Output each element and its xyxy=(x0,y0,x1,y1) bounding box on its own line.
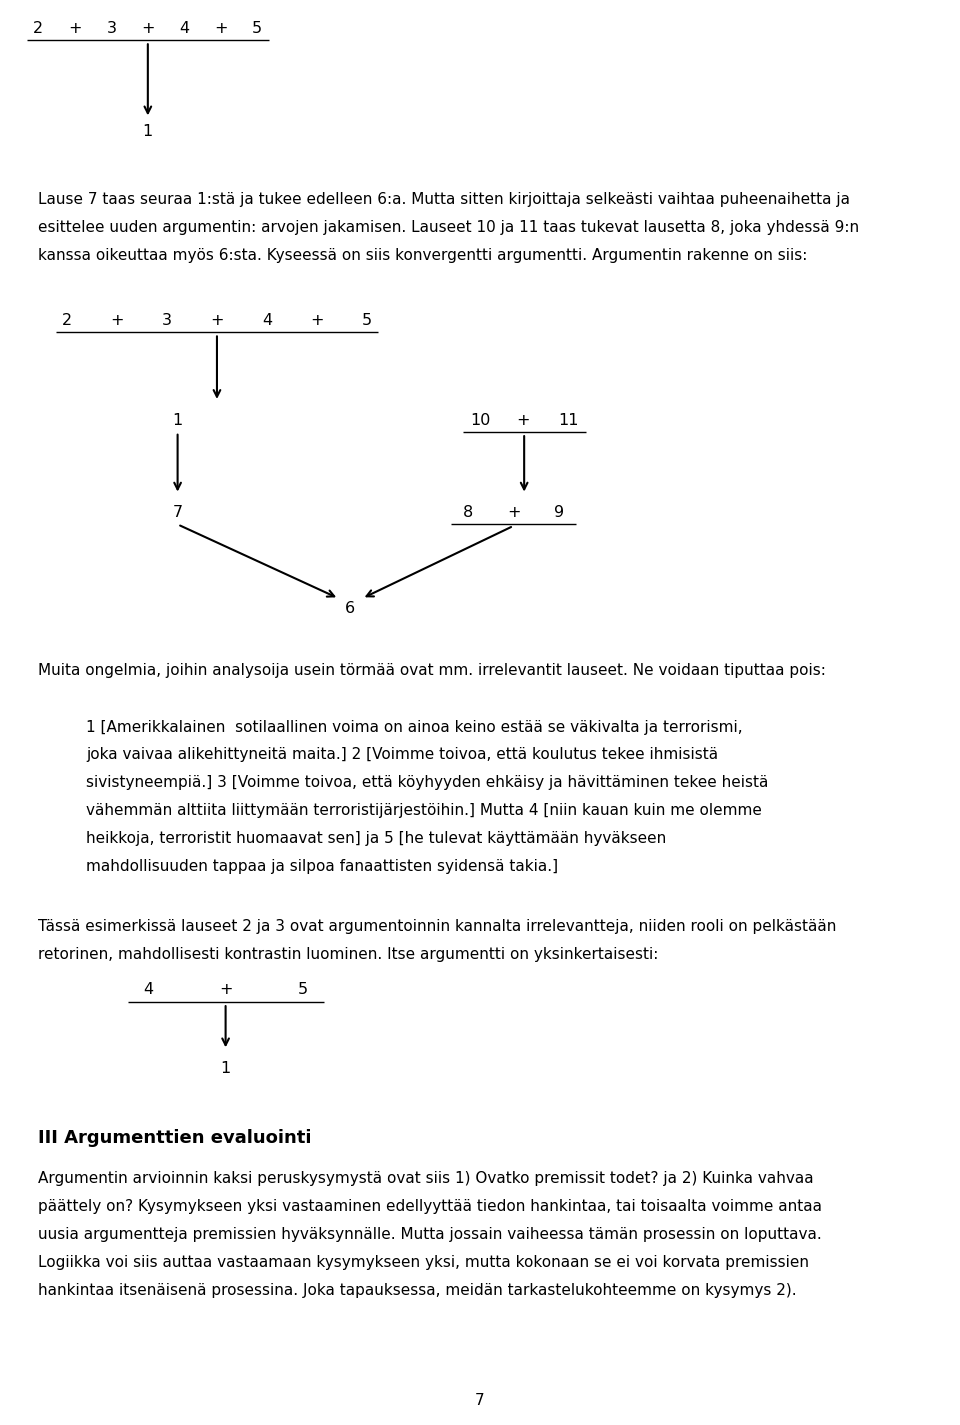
Text: 1: 1 xyxy=(173,412,182,428)
Text: retorinen, mahdollisesti kontrastin luominen. Itse argumentti on yksinkertaisest: retorinen, mahdollisesti kontrastin luom… xyxy=(38,948,659,962)
Text: Tässä esimerkissä lauseet 2 ja 3 ovat argumentoinnin kannalta irrelevantteja, ni: Tässä esimerkissä lauseet 2 ja 3 ovat ar… xyxy=(38,919,837,935)
Text: Argumentin arvioinnin kaksi peruskysymystä ovat siis 1) Ovatko premissit todet? : Argumentin arvioinnin kaksi peruskysymys… xyxy=(38,1171,814,1187)
Text: Muita ongelmia, joihin analysoija usein törmää ovat mm. irrelevantit lauseet. Ne: Muita ongelmia, joihin analysoija usein … xyxy=(38,663,827,678)
Text: +: + xyxy=(516,412,530,428)
Text: joka vaivaa alikehittyneitä maita.] 2 [Voimme toivoa, että koulutus tekee ihmisi: joka vaivaa alikehittyneitä maita.] 2 [V… xyxy=(86,748,718,762)
Text: uusia argumentteja premissien hyväksynnälle. Mutta jossain vaiheessa tämän prose: uusia argumentteja premissien hyväksynnä… xyxy=(38,1227,822,1243)
Text: +: + xyxy=(214,20,228,36)
Text: 8: 8 xyxy=(464,504,473,520)
Text: 10: 10 xyxy=(469,412,491,428)
Text: 7: 7 xyxy=(173,504,182,520)
Text: +: + xyxy=(310,312,324,328)
Text: +: + xyxy=(210,312,224,328)
Text: 3: 3 xyxy=(107,20,116,36)
Text: 4: 4 xyxy=(180,20,189,36)
Text: esittelee uuden argumentin: arvojen jakamisen. Lauseet 10 ja 11 taas tukevat lau: esittelee uuden argumentin: arvojen jaka… xyxy=(38,219,859,235)
Text: +: + xyxy=(219,982,232,998)
Text: 6: 6 xyxy=(346,600,355,616)
Text: 9: 9 xyxy=(554,504,564,520)
Text: 5: 5 xyxy=(252,20,262,36)
Text: päättely on? Kysymykseen yksi vastaaminen edellyyttää tiedon hankintaa, tai tois: päättely on? Kysymykseen yksi vastaamine… xyxy=(38,1200,823,1214)
Text: 2: 2 xyxy=(34,20,43,36)
Text: 11: 11 xyxy=(558,412,579,428)
Text: 3: 3 xyxy=(162,312,172,328)
Text: 1: 1 xyxy=(143,124,153,140)
Text: Lause 7 taas seuraa 1:stä ja tukee edelleen 6:a. Mutta sitten kirjoittaja selkeä: Lause 7 taas seuraa 1:stä ja tukee edell… xyxy=(38,192,851,208)
Text: 2: 2 xyxy=(62,312,72,328)
Text: 1: 1 xyxy=(221,1060,230,1076)
Text: mahdollisuuden tappaa ja silpoa fanaattisten syidensä takia.]: mahdollisuuden tappaa ja silpoa fanaatti… xyxy=(86,858,559,874)
Text: vähemmän alttiita liittymään terroristijärjestöihin.] Mutta 4 [niin kauan kuin m: vähemmän alttiita liittymään terroristij… xyxy=(86,804,762,818)
Text: 1 [Amerikkalainen  sotilaallinen voima on ainoa keino estää se väkivalta ja terr: 1 [Amerikkalainen sotilaallinen voima on… xyxy=(86,720,743,735)
Text: 5: 5 xyxy=(298,982,307,998)
Text: +: + xyxy=(110,312,124,328)
Text: III Argumenttien evaluointi: III Argumenttien evaluointi xyxy=(38,1129,312,1147)
Text: heikkoja, terroristit huomaavat sen] ja 5 [he tulevat käyttämään hyväkseen: heikkoja, terroristit huomaavat sen] ja … xyxy=(86,831,666,846)
Text: +: + xyxy=(507,504,520,520)
Text: hankintaa itsenäisenä prosessina. Joka tapauksessa, meidän tarkastelukohteemme o: hankintaa itsenäisenä prosessina. Joka t… xyxy=(38,1282,797,1298)
Text: 7: 7 xyxy=(475,1392,485,1408)
Text: 5: 5 xyxy=(362,312,372,328)
Text: +: + xyxy=(68,20,82,36)
Text: 4: 4 xyxy=(144,982,154,998)
Text: 4: 4 xyxy=(262,312,272,328)
Text: kanssa oikeuttaa myös 6:sta. Kyseessä on siis konvergentti argumentti. Argumenti: kanssa oikeuttaa myös 6:sta. Kyseessä on… xyxy=(38,248,807,264)
Text: Logiikka voi siis auttaa vastaamaan kysymykseen yksi, mutta kokonaan se ei voi k: Logiikka voi siis auttaa vastaamaan kysy… xyxy=(38,1255,809,1270)
Text: +: + xyxy=(141,20,155,36)
Text: sivistyneempiä.] 3 [Voimme toivoa, että köyhyyden ehkäisy ja hävittäminen tekee : sivistyneempiä.] 3 [Voimme toivoa, että … xyxy=(86,775,769,791)
